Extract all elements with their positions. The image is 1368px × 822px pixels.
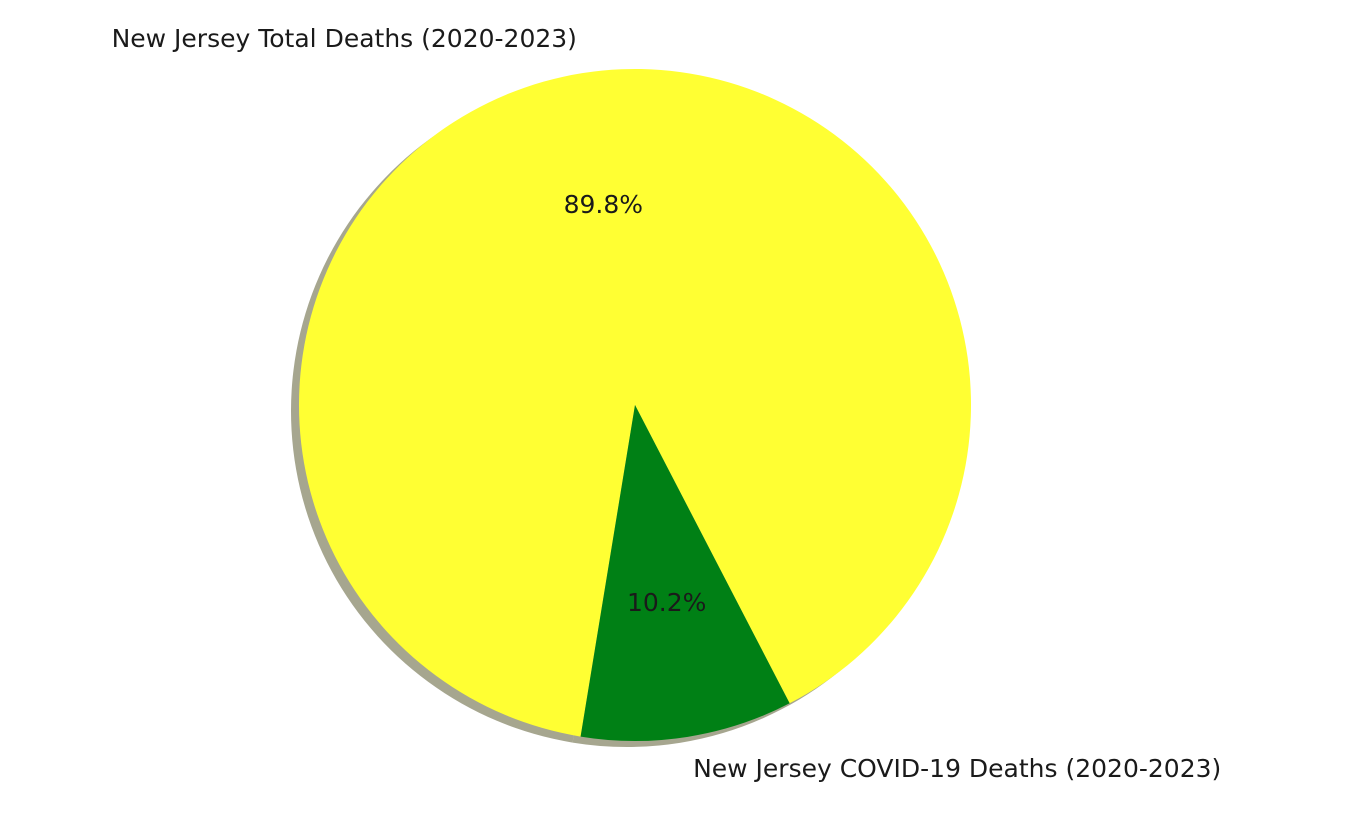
slice-pct-covid-deaths: 10.2% xyxy=(627,588,706,617)
pie-slices xyxy=(298,69,971,742)
slice-covid-deaths xyxy=(580,405,790,742)
slice-pct-total-deaths: 89.8% xyxy=(564,190,643,219)
slice-label-total-deaths: New Jersey Total Deaths (2020-2023) xyxy=(112,24,577,53)
slice-label-covid-deaths: New Jersey COVID-19 Deaths (2020-2023) xyxy=(693,754,1221,783)
pie-labels: New Jersey Total Deaths (2020-2023) New … xyxy=(112,24,1222,783)
slice-total-deaths xyxy=(298,69,971,737)
